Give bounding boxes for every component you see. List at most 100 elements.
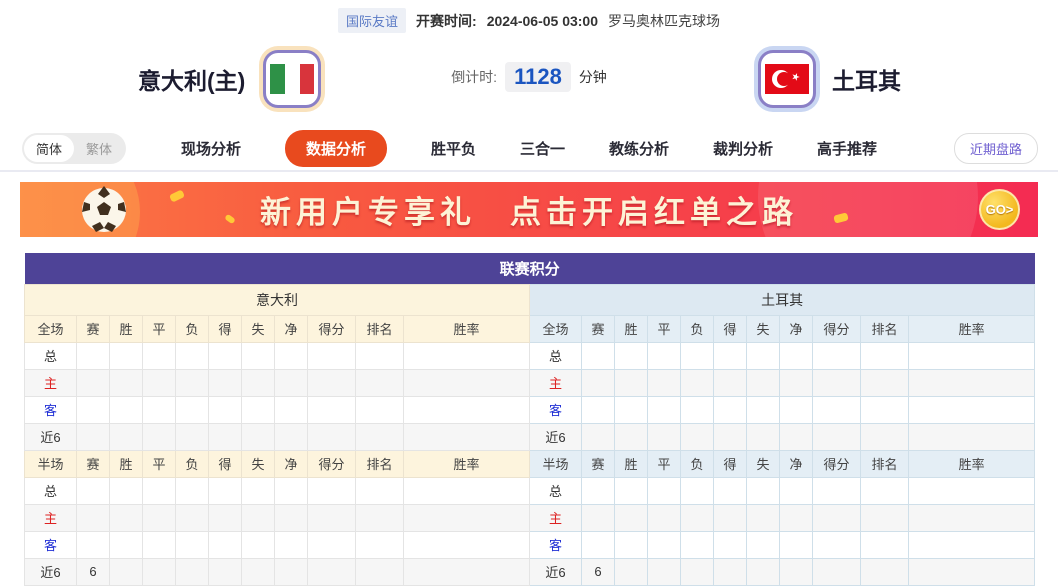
row-label: 主 bbox=[24, 368, 77, 397]
column-header: 净 bbox=[779, 314, 813, 343]
data-cell bbox=[746, 557, 780, 586]
column-header: 胜 bbox=[109, 314, 143, 343]
data-cell bbox=[403, 422, 530, 451]
lang-option-1[interactable]: 繁体 bbox=[86, 141, 113, 157]
table-home-team: 意大利 bbox=[24, 283, 530, 316]
data-cell bbox=[614, 503, 648, 532]
data-cell bbox=[307, 341, 356, 370]
column-header: 半场 bbox=[529, 449, 582, 478]
data-cell bbox=[76, 503, 110, 532]
data-cell bbox=[175, 341, 209, 370]
column-header: 失 bbox=[241, 449, 275, 478]
turkey-flag-icon: ★ bbox=[758, 50, 816, 108]
data-cell bbox=[76, 395, 110, 424]
data-cell bbox=[581, 530, 615, 559]
data-cell bbox=[403, 530, 530, 559]
soccer-ball-icon bbox=[82, 186, 126, 232]
column-header: 排名 bbox=[860, 314, 909, 343]
promo-banner[interactable]: 新用户专享礼 点击开启红单之路 GO> bbox=[20, 182, 1038, 237]
tab-0[interactable]: 现场分析 bbox=[180, 140, 241, 158]
row-label: 客 bbox=[24, 395, 77, 424]
data-cell bbox=[647, 341, 681, 370]
data-cell bbox=[907, 557, 1036, 586]
data-cell bbox=[860, 557, 909, 586]
data-cell bbox=[614, 476, 648, 505]
column-header: 胜率 bbox=[907, 314, 1036, 343]
data-cell bbox=[812, 341, 861, 370]
table-row: 客客 bbox=[24, 530, 1036, 559]
data-cell bbox=[614, 530, 648, 559]
tab-3[interactable]: 三合一 bbox=[519, 140, 565, 158]
row-label: 总 bbox=[24, 341, 77, 370]
recent-trends-button[interactable]: 近期盘路 bbox=[953, 132, 1038, 164]
data-cell bbox=[355, 422, 404, 451]
data-cell bbox=[175, 395, 209, 424]
data-cell bbox=[581, 368, 615, 397]
tab-4[interactable]: 教练分析 bbox=[609, 140, 670, 158]
data-cell bbox=[175, 503, 209, 532]
confetti bbox=[224, 213, 236, 225]
data-cell bbox=[713, 503, 747, 532]
column-header: 全场 bbox=[529, 314, 582, 343]
data-cell bbox=[581, 476, 615, 505]
nav-tabs: 现场分析 数据分析 胜平负 三合一 教练分析 裁判分析 高手推荐 bbox=[180, 129, 878, 167]
data-cell bbox=[274, 368, 308, 397]
data-cell bbox=[907, 395, 1036, 424]
data-cell bbox=[614, 368, 648, 397]
column-header: 平 bbox=[647, 449, 681, 478]
data-cell bbox=[175, 530, 209, 559]
data-cell bbox=[76, 368, 110, 397]
data-cell bbox=[274, 422, 308, 451]
table-row: 主主 bbox=[24, 503, 1036, 532]
column-header: 胜率 bbox=[907, 449, 1036, 478]
column-header: 负 bbox=[175, 449, 209, 478]
data-cell bbox=[647, 476, 681, 505]
column-header: 得 bbox=[208, 449, 242, 478]
data-cell bbox=[680, 557, 714, 586]
data-cell bbox=[355, 503, 404, 532]
column-header: 赛 bbox=[581, 449, 615, 478]
venue: 罗马奥林匹克球场 bbox=[608, 12, 720, 29]
data-cell bbox=[76, 422, 110, 451]
away-team-name: 土耳其 bbox=[832, 68, 901, 94]
kickoff-time: 2024-06-05 03:00 bbox=[486, 12, 598, 29]
away-team-block: ★ 土耳其 bbox=[758, 50, 901, 108]
data-cell bbox=[581, 422, 615, 451]
column-header: 胜 bbox=[614, 314, 648, 343]
column-header: 排名 bbox=[355, 314, 404, 343]
row-label: 主 bbox=[24, 503, 77, 532]
data-cell bbox=[581, 341, 615, 370]
data-cell bbox=[109, 341, 143, 370]
tab-1[interactable]: 数据分析 bbox=[284, 129, 387, 167]
data-cell bbox=[355, 476, 404, 505]
go-button[interactable]: GO> bbox=[979, 189, 1020, 230]
tab-6[interactable]: 高手推荐 bbox=[817, 140, 878, 158]
column-header: 平 bbox=[142, 314, 176, 343]
column-header: 全场 bbox=[24, 314, 77, 343]
column-header: 得 bbox=[713, 314, 747, 343]
tab-5[interactable]: 裁判分析 bbox=[713, 140, 774, 158]
data-cell bbox=[403, 476, 530, 505]
italy-flag bbox=[270, 64, 315, 94]
italy-flag-icon bbox=[263, 50, 322, 108]
column-header: 平 bbox=[647, 314, 681, 343]
data-cell bbox=[142, 341, 176, 370]
row-label: 总 bbox=[24, 476, 77, 505]
data-cell bbox=[403, 503, 530, 532]
lang-option-0[interactable]: 简体 bbox=[24, 134, 75, 162]
data-cell bbox=[680, 503, 714, 532]
row-label: 主 bbox=[529, 503, 582, 532]
data-cell bbox=[746, 395, 780, 424]
data-cell bbox=[241, 503, 275, 532]
column-header: 得分 bbox=[812, 449, 861, 478]
column-header: 排名 bbox=[860, 449, 909, 478]
data-cell bbox=[713, 341, 747, 370]
row-label: 近6 bbox=[529, 557, 582, 586]
data-cell bbox=[307, 476, 356, 505]
tab-2[interactable]: 胜平负 bbox=[430, 140, 476, 158]
data-cell bbox=[779, 341, 813, 370]
data-cell bbox=[713, 422, 747, 451]
data-cell bbox=[109, 530, 143, 559]
data-cell bbox=[860, 476, 909, 505]
home-team-block: 意大利(主) bbox=[138, 50, 322, 108]
